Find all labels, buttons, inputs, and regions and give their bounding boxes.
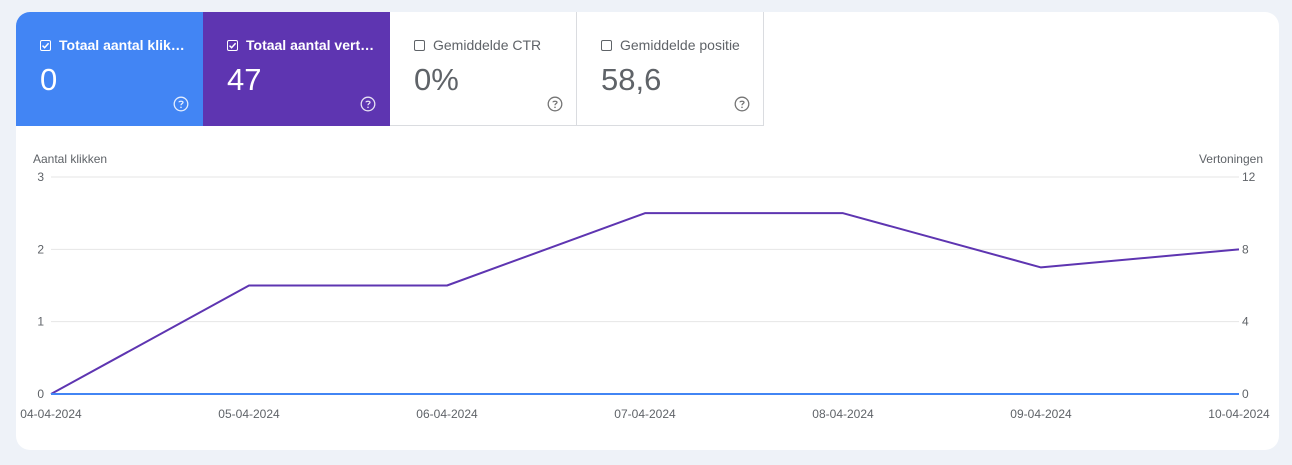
- question-circle-icon[interactable]: [734, 96, 750, 112]
- metric-total-clicks[interactable]: Totaal aantal klikk… 0: [16, 12, 203, 126]
- metric-label: Totaal aantal vert…: [246, 37, 375, 53]
- x-tick-label: 05-04-2024: [218, 407, 280, 421]
- left-axis-title: Aantal klikken: [33, 152, 107, 166]
- metric-header: Gemiddelde positie: [601, 37, 751, 53]
- right-axis-title: Vertoningen: [1199, 152, 1263, 166]
- metric-header: Gemiddelde CTR: [414, 37, 564, 53]
- right-tick-label: 4: [1242, 315, 1249, 329]
- metric-label: Gemiddelde positie: [620, 37, 740, 53]
- x-tick-label: 10-04-2024: [1208, 407, 1270, 421]
- x-tick-label: 08-04-2024: [812, 407, 874, 421]
- question-circle-icon[interactable]: [360, 96, 376, 112]
- x-tick-label: 04-04-2024: [20, 407, 82, 421]
- left-tick-label: 0: [37, 387, 44, 401]
- metric-header: Totaal aantal klikk…: [40, 37, 190, 53]
- metric-label: Gemiddelde CTR: [433, 37, 542, 53]
- question-circle-icon[interactable]: [547, 96, 563, 112]
- right-tick-label: 0: [1242, 387, 1249, 401]
- checkbox-checked-icon[interactable]: [40, 39, 51, 51]
- x-tick-label: 06-04-2024: [416, 407, 478, 421]
- performance-chart: Aantal klikken Vertoningen 0 1 2 3 0 4 8 12 04-04-…: [16, 142, 1279, 432]
- metric-tabs: Totaal aantal klikk… 0 Totaal aantal ver…: [16, 12, 764, 126]
- x-tick-label: 07-04-2024: [614, 407, 676, 421]
- metric-value: 0%: [414, 62, 459, 97]
- left-tick-label: 1: [37, 315, 44, 329]
- metric-value: 47: [227, 62, 262, 97]
- metric-average-ctr[interactable]: Gemiddelde CTR 0%: [390, 12, 577, 126]
- metric-average-position[interactable]: Gemiddelde positie 58,6: [577, 12, 764, 126]
- metric-header: Totaal aantal vert…: [227, 37, 377, 53]
- right-tick-label: 8: [1242, 242, 1249, 256]
- question-circle-icon[interactable]: [173, 96, 189, 112]
- right-tick-label: 12: [1242, 170, 1256, 184]
- x-tick-label: 09-04-2024: [1010, 407, 1072, 421]
- metric-total-impressions[interactable]: Totaal aantal vert… 47: [203, 12, 390, 126]
- metric-label: Totaal aantal klikk…: [59, 37, 190, 53]
- checkbox-unchecked-icon[interactable]: [601, 39, 612, 51]
- checkbox-checked-icon[interactable]: [227, 39, 238, 51]
- checkbox-unchecked-icon[interactable]: [414, 39, 425, 51]
- left-tick-label: 2: [37, 242, 44, 256]
- metric-value: 58,6: [601, 62, 662, 97]
- metric-value: 0: [40, 62, 58, 97]
- performance-card: Totaal aantal klikk… 0 Totaal aantal ver…: [16, 12, 1279, 450]
- chart-svg: Aantal klikken Vertoningen01230481204-04-…: [20, 152, 1270, 421]
- series-line-impressions: [50, 212, 1240, 395]
- left-tick-label: 3: [37, 170, 44, 184]
